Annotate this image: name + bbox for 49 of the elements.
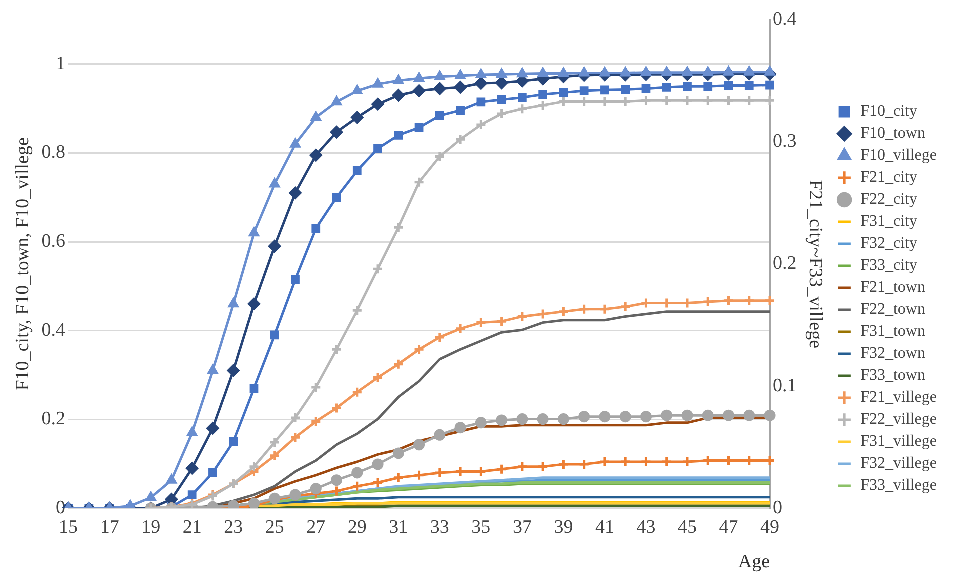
y-tick-label: 0.2 [42,408,66,430]
y2-tick-label: 0.4 [773,8,798,30]
legend-label: F22_villege [860,411,937,428]
x-tick-label: 21 [182,516,202,538]
legend-label: F10_town [860,125,926,142]
legend-label: F22_town [860,301,926,318]
legend-label: F31_city [860,213,918,230]
y2-tick-label: 0 [773,497,783,518]
legend-label: F33_city [860,257,918,274]
y-axis-title: F10_city, F10_town, F10_villege [12,138,34,391]
x-tick-label: 39 [554,516,574,538]
x-tick-label: 23 [224,516,244,538]
x-tick-label: 43 [636,516,656,538]
y-tick-label: 0.8 [42,142,66,164]
x-tick-label: 45 [678,516,697,538]
x-tick-label: 15 [59,516,78,538]
legend-label: F32_villege [860,455,937,472]
x-tick-label: 37 [512,516,532,538]
x-tick-label: 25 [265,516,284,538]
y-tick-label: 0.6 [42,230,66,252]
x-tick-label: 47 [719,516,738,538]
legend-label: F21_city [860,169,918,186]
y-tick-label: 1 [56,53,66,74]
x-tick-label: 19 [142,516,161,538]
x-tick-label: 31 [389,516,408,538]
legend-label: F21_town [860,279,926,296]
x-tick-label: 35 [472,516,491,538]
legend-label: F31_town [860,323,926,340]
y2-tick-label: 0.2 [773,253,797,274]
y2-tick-label: 0.1 [773,375,797,396]
x-tick-label: 27 [306,516,326,538]
x-tick-label: 33 [430,516,450,538]
legend-label: F33_town [860,367,926,384]
x-axis-title: Age [738,552,770,573]
y-tick-label: 0.4 [42,320,66,341]
legend-label: F32_town [860,345,926,362]
legend-label: F32_city [860,235,918,252]
x-tick-label: 17 [100,516,120,538]
x-tick-label: 49 [760,516,780,538]
y2-tick-label: 0.3 [773,131,797,152]
legend-label: F31_villege [860,433,937,450]
legend-label: F22_city [860,191,918,208]
legend-label: F10_city [860,103,918,120]
legend-label: F21_villege [860,389,937,406]
legend-label: F10_villege [860,147,937,164]
legend-label: F33_villege [860,477,937,494]
x-tick-label: 41 [595,516,614,538]
y2-axis-title: F21_city~F33_villege [805,180,826,349]
x-tick-label: 29 [348,516,367,538]
